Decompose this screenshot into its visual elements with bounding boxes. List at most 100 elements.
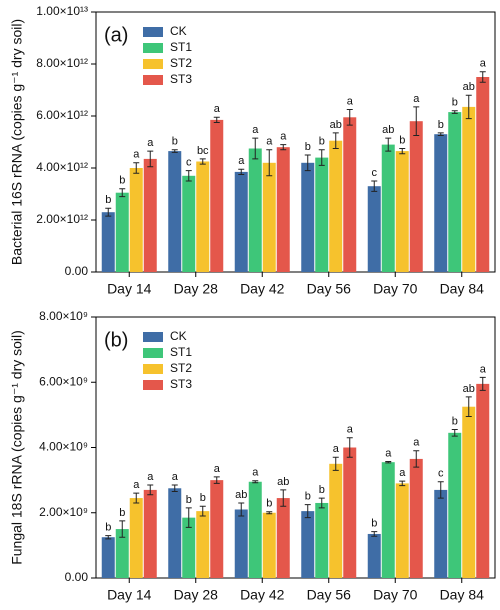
significance-letter: b [186, 494, 192, 506]
significance-letter: b [119, 175, 125, 187]
bar [395, 151, 409, 272]
significance-letter: a [333, 443, 340, 455]
significance-letter: b [371, 518, 377, 530]
bar [143, 489, 157, 578]
x-tick-label: Day 28 [174, 281, 219, 297]
legend-swatch [143, 332, 163, 342]
bar [129, 168, 143, 272]
x-tick-label: Day 42 [240, 281, 285, 297]
error-bar [346, 109, 353, 126]
significance-letter: a [413, 437, 420, 449]
x-tick-label: Day 56 [307, 281, 352, 297]
significance-letter: c [372, 167, 378, 179]
bar [409, 121, 423, 272]
legend-swatch [143, 43, 163, 53]
bar [315, 502, 329, 578]
error-bar [252, 480, 259, 484]
significance-letter: a [413, 93, 420, 105]
legend-swatch [143, 380, 163, 390]
bar [101, 212, 115, 272]
significance-letter: b [105, 521, 111, 533]
significance-letter: b [319, 484, 325, 496]
error-bar [479, 71, 486, 83]
bar [367, 533, 381, 578]
bar [301, 511, 315, 578]
y-tick-label: 8.00×10⁹ [39, 309, 88, 323]
significance-letter: b [200, 492, 206, 504]
significance-letter: b [319, 136, 325, 148]
significance-letter: a [347, 95, 354, 107]
bar [476, 77, 490, 272]
bar [448, 112, 462, 272]
significance-letter: b [119, 507, 125, 519]
y-tick-label: 1.00×10¹³ [36, 4, 88, 18]
error-bar [252, 137, 259, 160]
significance-letter: bc [197, 145, 209, 157]
error-bar [171, 149, 178, 153]
x-tick-label: Day 14 [107, 587, 152, 603]
bar [248, 148, 262, 272]
significance-letter: b [452, 97, 458, 109]
x-tick-label: Day 70 [373, 587, 418, 603]
error-bar [332, 456, 339, 471]
bar [276, 498, 290, 578]
significance-letter: c [438, 468, 444, 480]
legend-swatch [143, 364, 163, 374]
plot-frame [95, 11, 496, 273]
x-tick-label: Day 14 [107, 281, 152, 297]
error-bar [371, 531, 378, 537]
bar [129, 498, 143, 578]
legend-swatch [143, 27, 163, 37]
legend-label: ST1 [170, 40, 192, 54]
bar [448, 432, 462, 578]
error-bar [105, 207, 112, 217]
bar [196, 511, 210, 578]
error-bar [451, 429, 458, 437]
significance-letter: ab [277, 476, 289, 488]
significance-letter: b [452, 415, 458, 427]
legend-label: ST2 [170, 361, 192, 375]
x-tick-label: Day 84 [440, 281, 485, 297]
y-tick-label: 0.00 [65, 264, 89, 278]
significance-letter: a [133, 479, 140, 491]
error-bar [266, 511, 273, 515]
bar [476, 383, 490, 578]
error-bar [133, 492, 140, 504]
significance-letter: b [105, 194, 111, 206]
error-bar [280, 144, 287, 151]
error-bar [437, 481, 444, 499]
error-bar [213, 476, 220, 484]
significance-letter: ab [463, 81, 475, 93]
error-bar [171, 484, 178, 493]
error-bar [479, 376, 486, 391]
bar [248, 481, 262, 578]
error-bar [266, 149, 273, 177]
significance-letter: a [252, 124, 259, 136]
bar [182, 175, 196, 272]
error-bar [318, 497, 325, 509]
bar [434, 489, 448, 578]
significance-letter: b [438, 119, 444, 131]
error-bar [451, 110, 458, 114]
legend-label: ST3 [170, 72, 192, 86]
error-bar [185, 507, 192, 528]
error-bar [413, 450, 420, 468]
bar [434, 134, 448, 272]
bar [381, 144, 395, 272]
significance-letter: a [252, 467, 259, 479]
legend-swatch [143, 75, 163, 85]
bar [276, 147, 290, 272]
significance-letter: b [305, 491, 311, 503]
error-bar [304, 154, 311, 172]
bar [462, 406, 476, 578]
bar [329, 140, 343, 272]
bar [262, 512, 276, 578]
bar [234, 171, 248, 272]
error-bar [346, 437, 353, 458]
bar [409, 458, 423, 578]
legend-label: ST3 [170, 377, 192, 391]
error-bar [213, 116, 220, 123]
bar [462, 106, 476, 273]
bar [210, 119, 224, 273]
